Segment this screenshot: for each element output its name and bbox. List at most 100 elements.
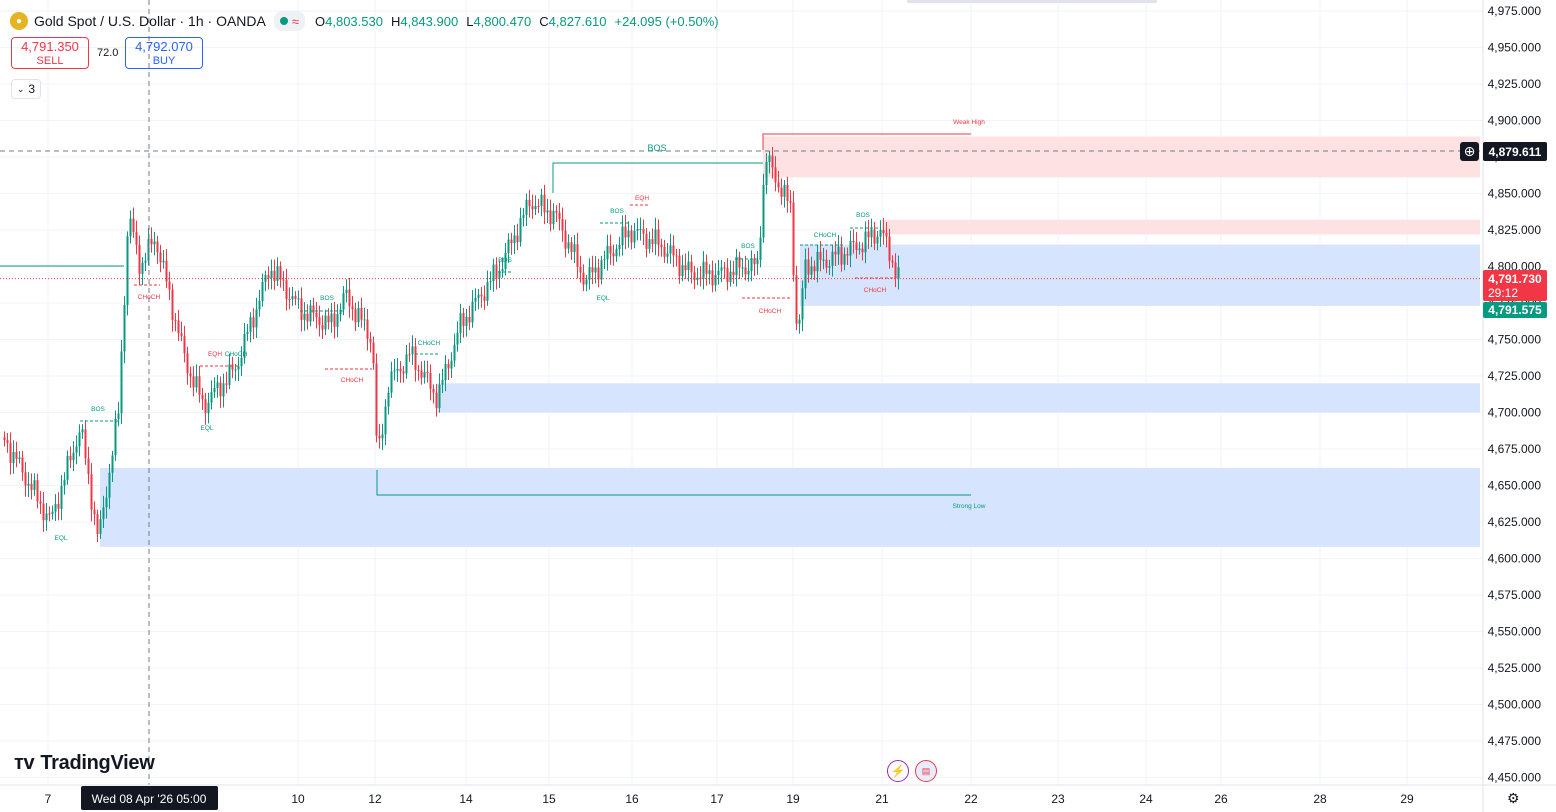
gear-icon[interactable]: ⚙ [1507, 790, 1520, 806]
candle [570, 237, 573, 260]
candle [309, 300, 312, 327]
candle [243, 322, 246, 364]
buy-button[interactable]: 4,792.070 BUY [125, 37, 203, 69]
candle-body [312, 305, 315, 313]
candle [369, 331, 372, 353]
indicators-toggle-button[interactable]: ⌄ 3 [11, 79, 41, 99]
candle-body [564, 230, 567, 249]
candle [861, 242, 864, 261]
candle-body [498, 271, 501, 278]
candle-body [321, 324, 324, 330]
candle-body [753, 258, 756, 265]
time-tick-label: 16 [625, 792, 639, 806]
candle [738, 251, 741, 280]
candle [87, 446, 90, 485]
candle [48, 506, 51, 522]
candle-body [309, 305, 312, 322]
candle-body [237, 366, 240, 370]
candle-body [678, 255, 681, 276]
candle-body [360, 307, 363, 320]
candle [720, 259, 723, 283]
candle [846, 247, 849, 266]
candle [240, 346, 243, 376]
candle [363, 307, 366, 331]
candles [3, 146, 900, 542]
candle-body [567, 242, 570, 249]
price-tick-label: 4,725.000 [1488, 369, 1542, 383]
price-tick-label: 4,575.000 [1488, 588, 1542, 602]
candle-body [579, 266, 582, 273]
candle [327, 308, 330, 330]
candle [561, 207, 564, 242]
spread-value: 72.0 [97, 47, 119, 59]
demand-zone [437, 383, 1480, 413]
annotation-label: BOS [610, 208, 624, 215]
candle [507, 233, 510, 263]
low-value: L4,800.470 [466, 13, 532, 29]
crosshair-price-tag [1483, 142, 1547, 161]
price-tick-label: 4,500.000 [1488, 698, 1542, 712]
status-badge[interactable]: ≈ [273, 11, 305, 31]
candle [315, 301, 318, 329]
candle-body [96, 514, 99, 534]
add-alert-button[interactable] [1460, 142, 1479, 161]
candle-body [414, 346, 417, 370]
candle [522, 208, 525, 227]
us-flag-icon[interactable]: ▤ [915, 760, 937, 782]
candle-body [483, 296, 486, 301]
candle [654, 217, 657, 256]
candle [780, 178, 783, 205]
candle [876, 230, 879, 251]
price-tick-label: 4,600.000 [1488, 552, 1542, 566]
candle [300, 287, 303, 332]
symbol-title[interactable]: Gold Spot / U.S. Dollar · 1h · OANDA [34, 13, 266, 29]
candle [231, 356, 234, 379]
candle [741, 258, 744, 278]
candle-body [846, 254, 849, 256]
candle [258, 289, 261, 317]
candle-body [366, 319, 369, 339]
candle [693, 265, 696, 290]
candle-body [387, 392, 390, 407]
sell-button[interactable]: 4,791.350 SELL [11, 37, 89, 69]
candle-body [153, 241, 156, 245]
time-tick-label: 19 [786, 792, 800, 806]
candle-body [636, 229, 639, 231]
candle [444, 355, 447, 392]
candle-body [144, 260, 147, 263]
candle [324, 309, 327, 336]
candle-body [417, 369, 420, 371]
candle [33, 473, 36, 496]
high-value: H4,843.900 [390, 13, 459, 29]
candle-body [660, 244, 663, 248]
candle [648, 231, 651, 254]
candle [312, 297, 315, 322]
candle [828, 259, 831, 275]
candle [24, 462, 27, 497]
candle-body [471, 301, 474, 323]
annotation-label: CHoCH [759, 308, 782, 315]
candle-body [558, 212, 561, 220]
candle-body [66, 455, 69, 480]
candle [753, 253, 756, 276]
candle-body [675, 255, 678, 257]
candle [81, 424, 84, 439]
lightning-icon[interactable]: ⚡ [887, 760, 909, 782]
candle-body [882, 229, 885, 233]
candle [180, 321, 183, 342]
candle [381, 423, 384, 451]
candle-body [270, 270, 273, 279]
crosshair-time-label: Wed 08 Apr '26 05:00 [92, 792, 207, 806]
candle-body [870, 229, 873, 238]
annotation-label: EQL [596, 295, 609, 302]
candle [498, 260, 501, 289]
candle-body [663, 247, 666, 257]
candle-body [723, 267, 726, 269]
tradingview-logo[interactable]: ᴛᴠ TradingView [14, 752, 155, 775]
candle-body [642, 229, 645, 234]
candle-body [492, 264, 495, 282]
candle-body [810, 266, 813, 275]
top-scrollbar[interactable] [907, 0, 1157, 3]
time-axis: 7 10 12 14 15 16 17 19 21 22 23 24 26 28 29 Wed 08 Apr … [0, 784, 1556, 810]
